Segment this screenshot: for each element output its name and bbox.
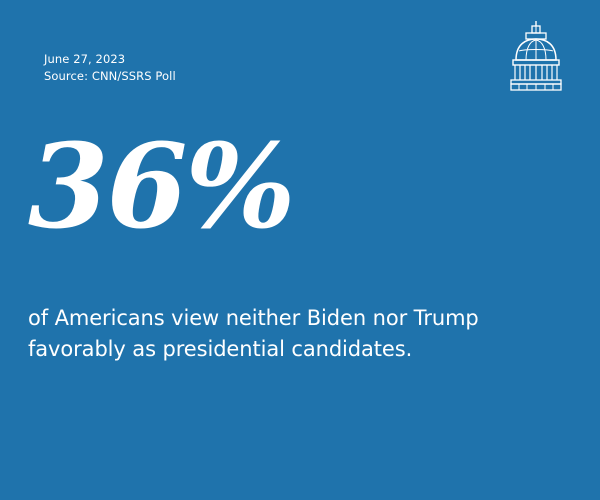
- capitol-dome-icon: [510, 21, 562, 91]
- caption-line-2: favorably as presidential candidates.: [28, 337, 413, 361]
- headline-stat: 36%: [28, 119, 296, 255]
- caption-line-1: of Americans view neither Biden nor Trum…: [28, 306, 479, 330]
- meta-info: June 27, 2023 Source: CNN/SSRS Poll: [44, 51, 176, 85]
- stat-caption: of Americans view neither Biden nor Trum…: [28, 303, 588, 365]
- source-label: Source: CNN/SSRS Poll: [44, 69, 176, 83]
- date-label: June 27, 2023: [44, 52, 126, 66]
